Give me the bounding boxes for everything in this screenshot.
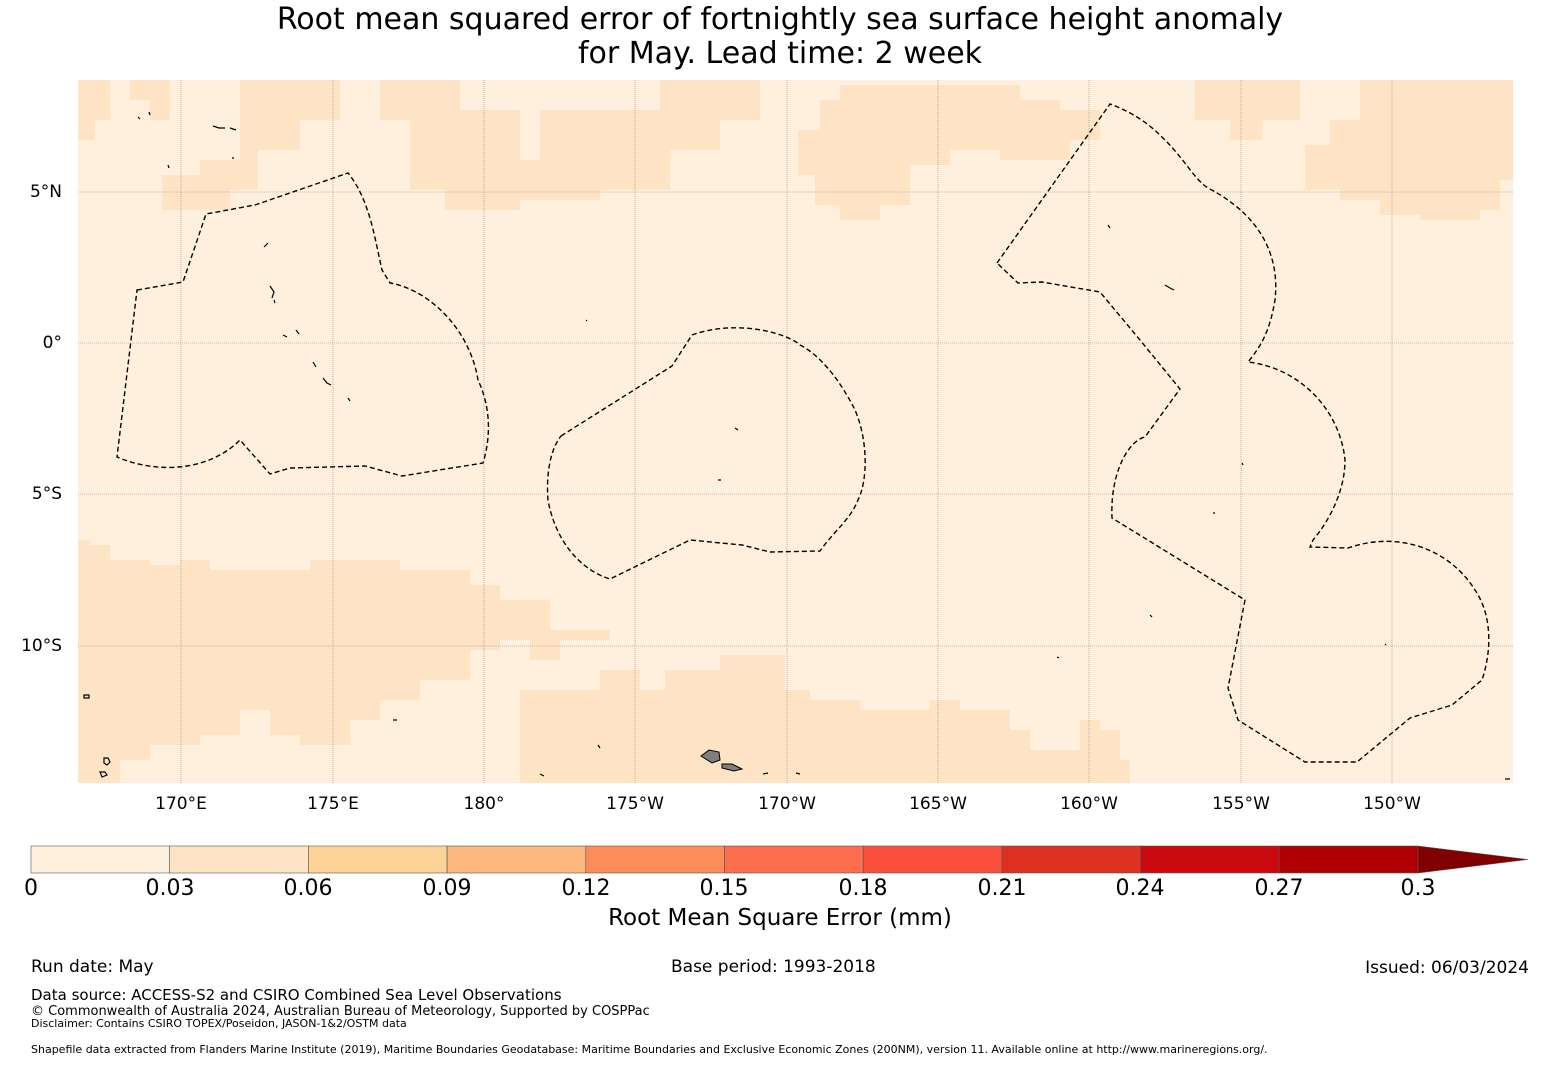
colorbar-label: Root Mean Square Error (mm)	[608, 905, 952, 931]
lon-label-170e: 170°E	[155, 794, 207, 814]
colorbar-tick-label: 0.3	[1400, 876, 1436, 901]
shapefile-credit: Shapefile data extracted from Flanders M…	[31, 1043, 1268, 1056]
colorbar-tick-label: 0	[24, 876, 38, 901]
samoa-islands	[700, 749, 744, 772]
colorbar-extend-arrow	[1417, 845, 1529, 874]
eez-boundary-center	[546, 327, 866, 580]
copyright-notice: © Commonwealth of Australia 2024, Austra…	[31, 1004, 650, 1019]
lon-label-160w: 160°W	[1060, 794, 1118, 814]
lat-label-5s: 5°S	[31, 484, 62, 504]
lon-label-155w: 155°W	[1212, 794, 1270, 814]
colorbar-tick-label: 0.21	[977, 876, 1027, 901]
lon-label-175w: 175°W	[606, 794, 664, 814]
run-date: Run date: May	[31, 957, 154, 977]
lon-label-170w: 170°W	[758, 794, 816, 814]
colorbar-segment	[585, 845, 725, 874]
lat-label-5n: 5°N	[29, 182, 62, 202]
map-title-line-2: for May. Lead time: 2 week	[577, 36, 983, 71]
lat-label-0: 0°	[42, 333, 62, 353]
colorbar-tick-label: 0.18	[838, 876, 888, 901]
colorbar-segment	[30, 845, 170, 874]
colorbar-tick-label: 0.03	[145, 876, 195, 901]
colorbar-segment	[308, 845, 448, 874]
eez-boundary-west	[116, 172, 490, 477]
colorbar-tick-label: 0.12	[561, 876, 611, 901]
lon-label-180: 180°	[463, 794, 505, 814]
lat-label-10s: 10°S	[21, 636, 62, 656]
issued-date: Issued: 06/03/2024	[1365, 958, 1529, 978]
colorbar-tick-label: 0.09	[422, 876, 472, 901]
data-source: Data source: ACCESS-S2 and CSIRO Combine…	[31, 986, 562, 1004]
colorbar-tick-label: 0.27	[1254, 876, 1304, 901]
colorbar-tick-label: 0.15	[699, 876, 749, 901]
eez-boundaries	[116, 103, 1490, 763]
colorbar-segment	[446, 845, 587, 874]
lon-label-175e: 175°E	[307, 794, 359, 814]
map-title-line-1: Root mean squared error of fortnightly s…	[276, 2, 1284, 37]
colorbar-segment	[169, 845, 309, 874]
colorbar-segment	[1001, 845, 1141, 874]
lon-label-150w: 150°W	[1363, 794, 1421, 814]
colorbar-tick-label: 0.24	[1115, 876, 1165, 901]
lon-label-165w: 165°W	[909, 794, 967, 814]
islands	[83, 111, 1510, 780]
colorbar-segment	[724, 845, 864, 874]
base-period: Base period: 1993-2018	[671, 957, 876, 977]
disclaimer: Disclaimer: Contains CSIRO TOPEX/Poseido…	[31, 1017, 407, 1030]
colorbar-segment	[1279, 845, 1419, 874]
rmse-field	[78, 80, 1513, 783]
colorbar-segment	[862, 845, 1003, 874]
colorbar-segment	[1140, 845, 1280, 874]
colorbar-tick-label: 0.06	[283, 876, 333, 901]
colorbar	[30, 845, 1529, 874]
